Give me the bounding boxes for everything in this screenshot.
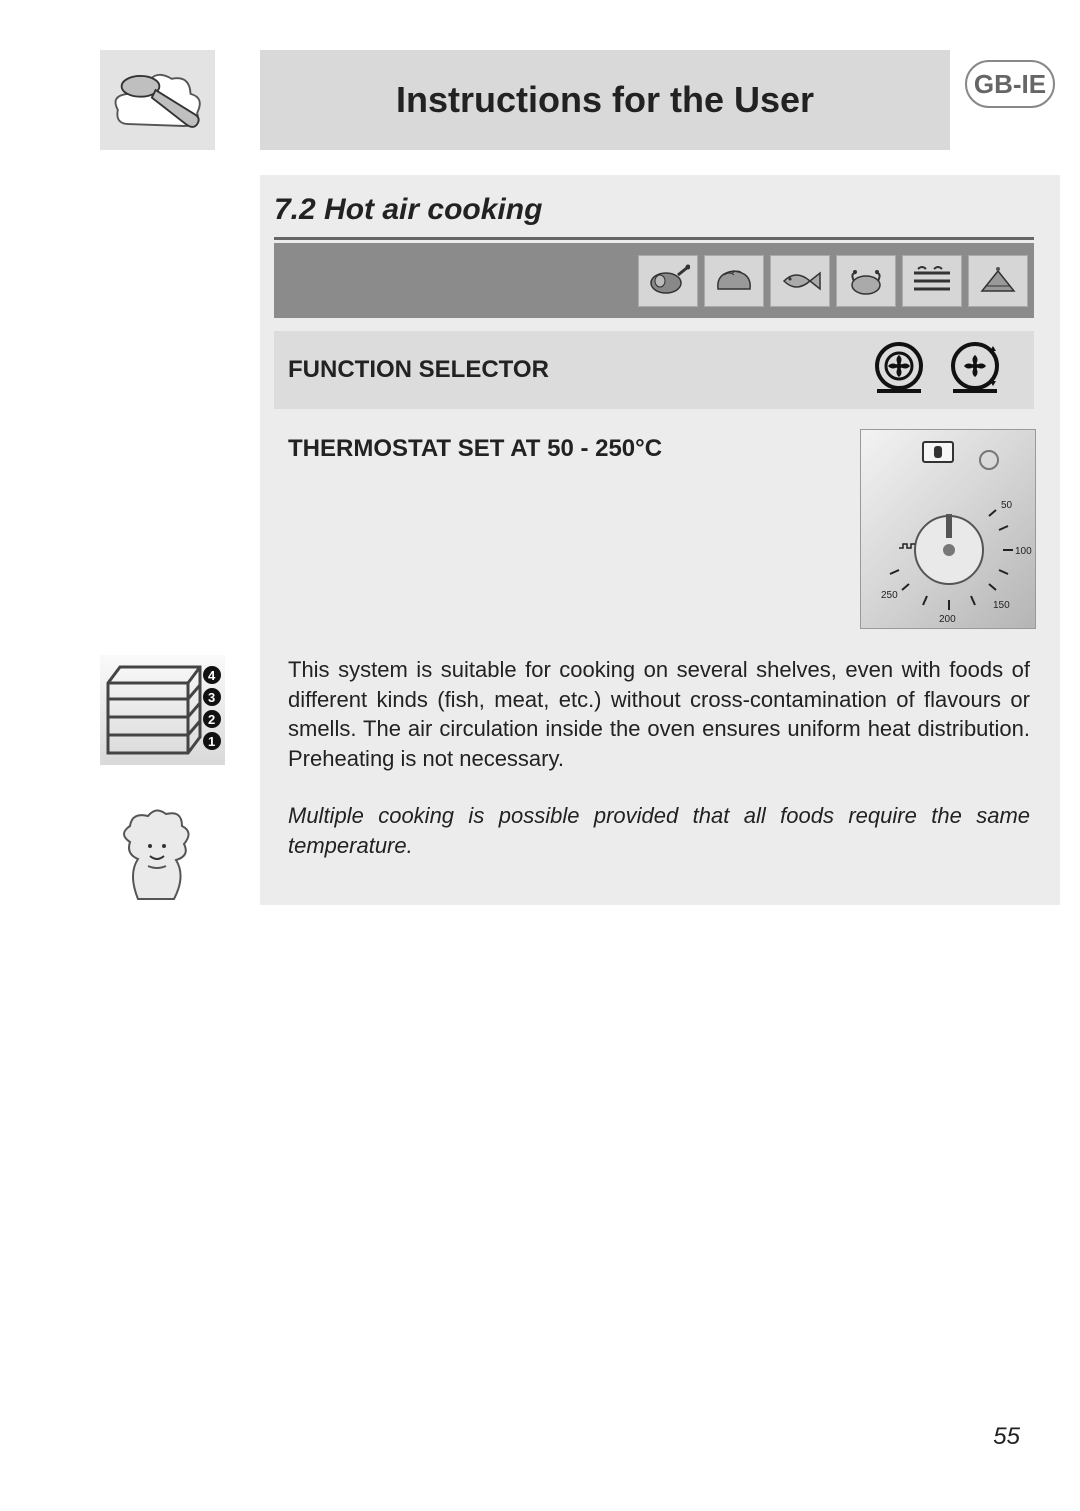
fish-icon: [778, 261, 822, 301]
thermostat-panel: 50 100 150 200 250: [860, 429, 1036, 629]
food-tile-cake: [968, 255, 1028, 307]
fan-bake-ring-icon: [870, 339, 928, 397]
oven-rack-illustration: 4 3 2 1: [100, 655, 225, 765]
function-selector-label: FUNCTION SELECTOR: [288, 356, 549, 384]
function-selector-row: FUNCTION SELECTOR: [274, 331, 1034, 409]
spoon-cloud-icon: [110, 58, 205, 143]
svg-text:3: 3: [208, 690, 215, 705]
bacon-grill-icon: [910, 261, 954, 301]
svg-text:250: 250: [881, 590, 898, 601]
heading-underline: [274, 237, 1034, 240]
thermostat-dial-icon: 50 100 150 200 250: [861, 430, 1037, 630]
chef-icon: [108, 804, 208, 904]
header-illustration-box: [100, 50, 215, 150]
oven-rack-icon: 4 3 2 1: [100, 655, 225, 765]
cake-slice-icon: [976, 261, 1020, 301]
svg-text:200: 200: [939, 614, 956, 625]
svg-text:4: 4: [208, 668, 216, 683]
food-tile-bread: [704, 255, 764, 307]
thermostat-label: THERMOSTAT SET AT 50 - 250°C: [288, 435, 662, 463]
svg-text:150: 150: [993, 600, 1010, 611]
page-title: Instructions for the User: [396, 79, 814, 121]
title-bar: Instructions for the User: [260, 50, 950, 150]
food-tile-grill: [902, 255, 962, 307]
language-badge-text: GB-IE: [974, 69, 1046, 100]
language-badge: GB-IE: [965, 60, 1055, 108]
section-heading: 7.2 Hot air cooking: [274, 193, 542, 227]
description-paragraph: This system is suitable for cooking on s…: [288, 655, 1030, 774]
svg-text:1: 1: [208, 734, 215, 749]
svg-text:50: 50: [1001, 500, 1013, 511]
food-tile-fish: [770, 255, 830, 307]
svg-text:100: 100: [1015, 546, 1032, 557]
content-block: 7.2 Hot air cooking: [260, 175, 1060, 905]
function-selector-icons: [870, 339, 1004, 397]
chef-tip-illustration: [100, 796, 215, 911]
meat-joint-icon: [646, 261, 690, 301]
food-icon-strip: [274, 243, 1034, 318]
bread-loaf-icon: [712, 261, 756, 301]
fan-bake-arrows-icon: [946, 339, 1004, 397]
tip-paragraph: Multiple cooking is possible provided th…: [288, 801, 1030, 860]
poultry-icon: [844, 261, 888, 301]
svg-text:2: 2: [208, 712, 215, 727]
food-tile-poultry: [836, 255, 896, 307]
food-tile-meat: [638, 255, 698, 307]
page-number: 55: [993, 1423, 1020, 1451]
